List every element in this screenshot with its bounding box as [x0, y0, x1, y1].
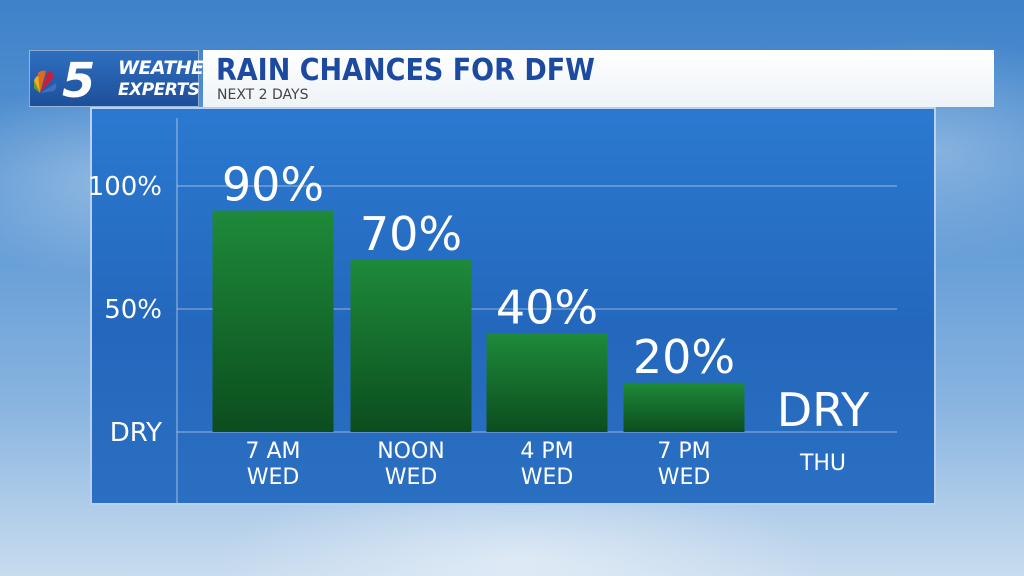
- x-tick-label: 7 PM: [657, 439, 710, 464]
- x-tick-label: THU: [799, 451, 846, 476]
- bar-value-label: 90%: [222, 158, 324, 212]
- x-tick-label: WED: [385, 465, 438, 490]
- x-tick-label: WED: [247, 465, 300, 490]
- bar: [350, 259, 472, 432]
- x-tick-label: 4 PM: [520, 439, 573, 464]
- bar: [486, 333, 608, 432]
- bar-value-label: 70%: [360, 207, 462, 261]
- bar-value-label: DRY: [777, 383, 870, 437]
- logo-number: 5: [62, 55, 95, 103]
- bar: [212, 210, 334, 432]
- x-tick-label: NOON: [377, 439, 445, 464]
- chart-subtitle: NEXT 2 DAYS: [217, 87, 309, 103]
- y-tick-label: 100%: [88, 172, 162, 202]
- title-bar: RAIN CHANCES FOR DFW NEXT 2 DAYS: [203, 50, 994, 107]
- chart-title: RAIN CHANCES FOR DFW: [216, 53, 595, 88]
- y-tick-label: DRY: [110, 418, 162, 448]
- x-tick-label: 7 AM: [245, 439, 300, 464]
- bar-value-label: 40%: [496, 281, 598, 335]
- logo-line1: WEATHER: [118, 57, 218, 79]
- x-tick-label: WED: [658, 465, 711, 490]
- bar-value-label: 20%: [633, 330, 735, 384]
- station-logo: 5 WEATHER EXPERTS: [29, 50, 218, 107]
- chart-panel: [90, 107, 936, 505]
- logo-line2: EXPERTS: [118, 80, 200, 100]
- y-tick-label: 50%: [104, 295, 162, 325]
- peacock-five-icon: 5: [34, 55, 95, 103]
- x-tick-label: WED: [521, 465, 574, 490]
- bar: [623, 382, 745, 432]
